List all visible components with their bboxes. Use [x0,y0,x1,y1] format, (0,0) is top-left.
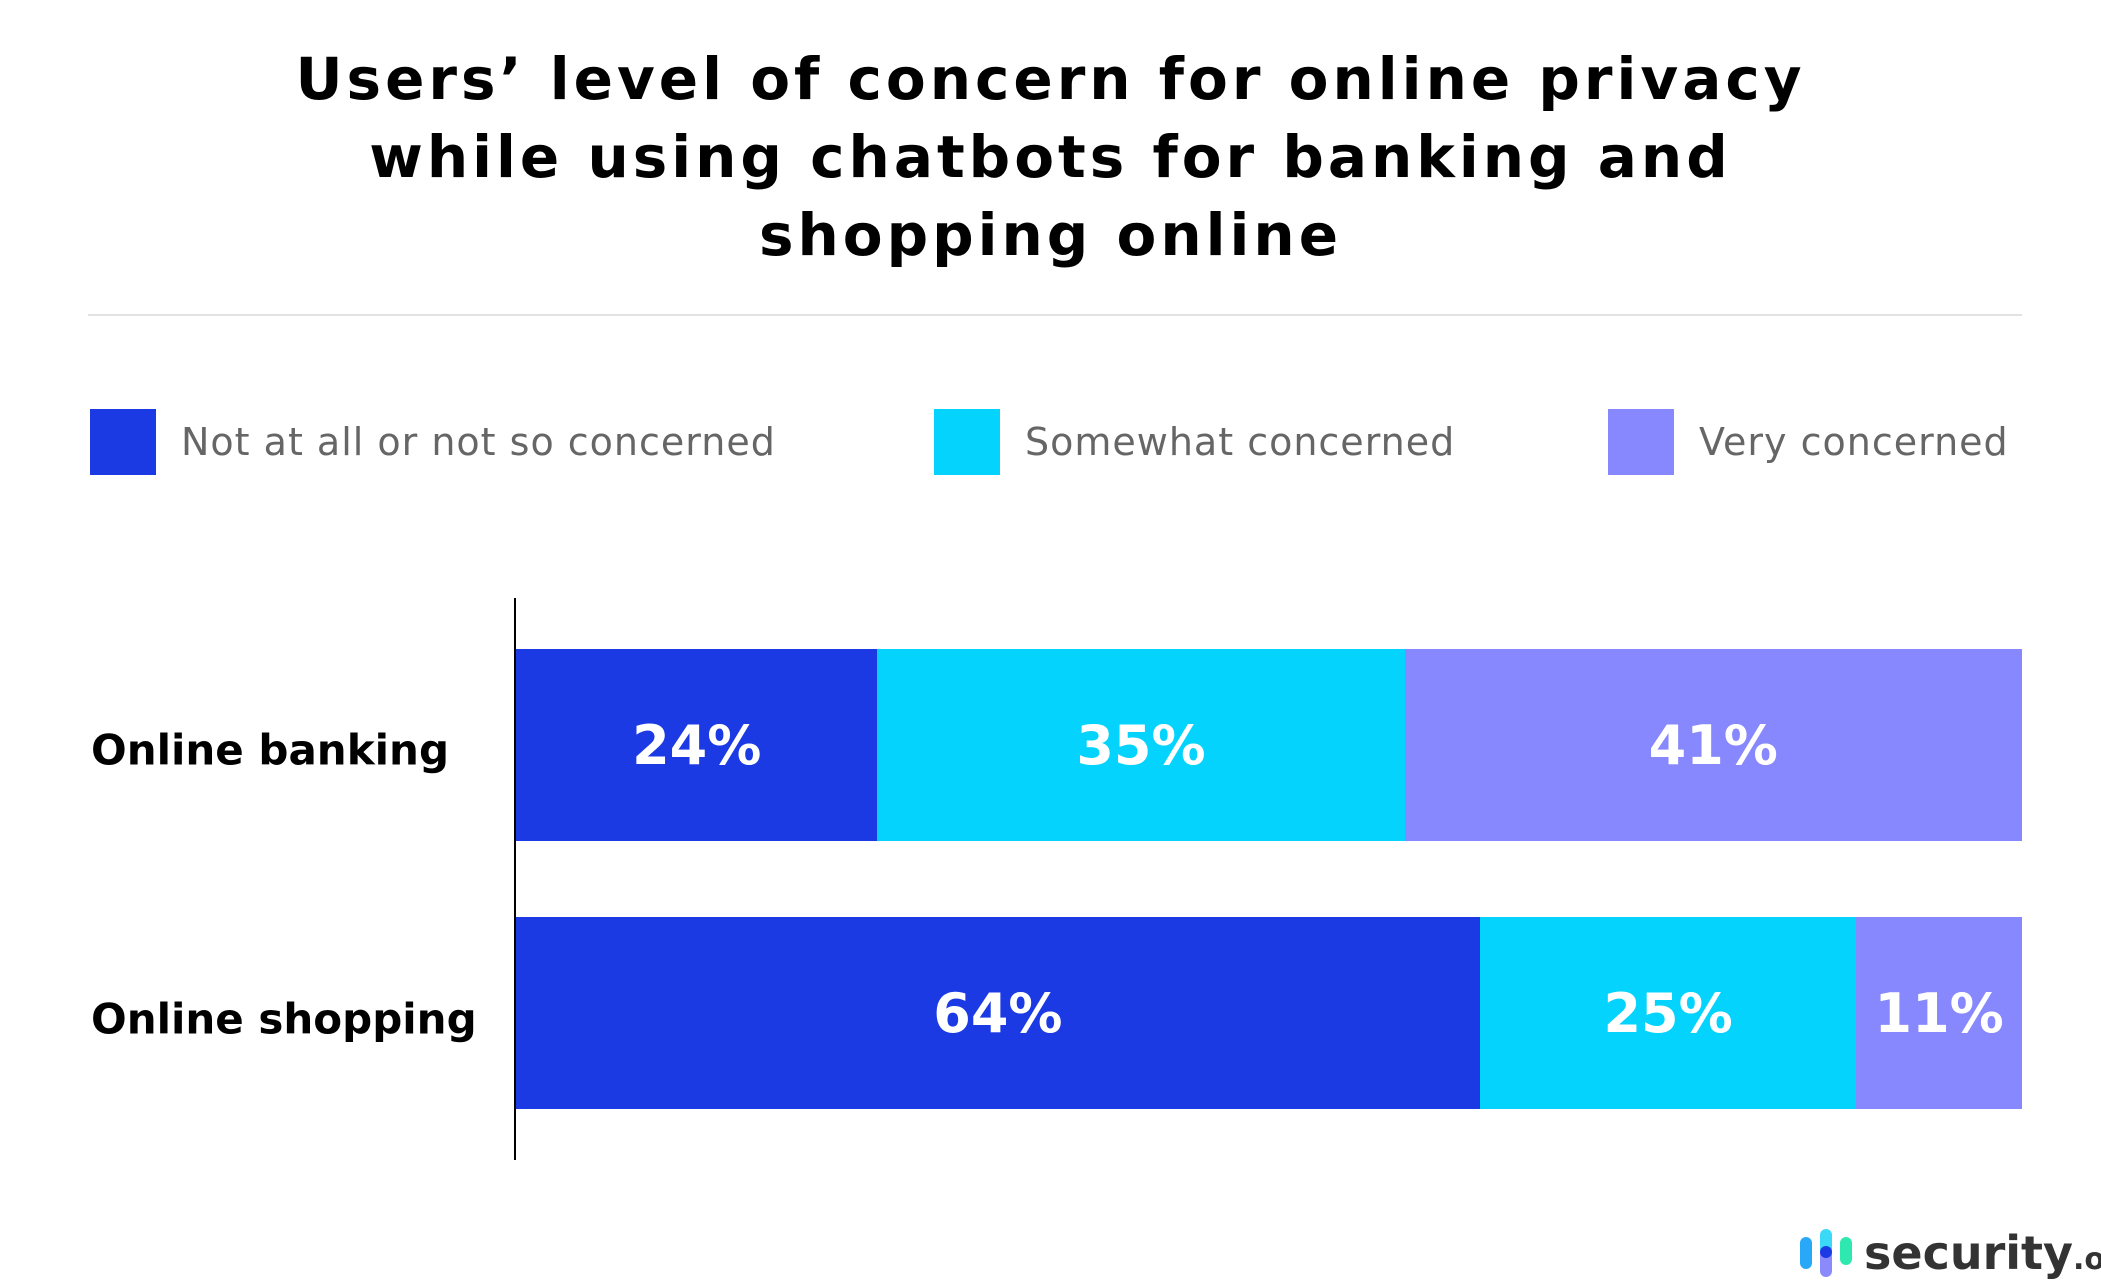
data-label: 25% [1603,981,1733,1045]
y-axis-line [514,598,516,1160]
legend-swatch [90,409,156,475]
chart-title: Users’ level of concern for online priva… [0,40,2101,274]
data-label: 41% [1648,713,1778,777]
legend-item-not-concerned: Not at all or not so concerned [90,409,776,475]
category-label-online-shopping: Online shopping [91,994,477,1044]
logo-wordmark: security [1864,1226,2074,1280]
data-label: 64% [933,981,1063,1045]
legend-item-somewhat-concerned: Somewhat concerned [934,409,1455,475]
legend-swatch [934,409,1000,475]
legend-item-very-concerned: Very concerned [1608,409,2009,475]
data-label: 24% [632,713,762,777]
bar-segment: 41% [1404,649,2022,841]
bar-segment: 11% [1856,917,2022,1109]
legend-label: Somewhat concerned [1025,420,1456,464]
legend-label: Very concerned [1699,420,2009,464]
title-line: while using chatbots for banking and [369,123,1732,191]
logo-mark-icon [1800,1229,1852,1277]
bar-segment: 35% [877,649,1405,841]
title-line: shopping online [758,201,1343,269]
data-label: 11% [1874,981,2004,1045]
legend-swatch [1608,409,1674,475]
bar-segment: 25% [1479,917,1857,1109]
title-divider [88,314,2022,316]
bar-segment: 64% [516,917,1480,1109]
bar-segment: 24% [516,649,878,841]
data-label: 35% [1076,713,1206,777]
logo-text: security.org [1864,1226,2101,1280]
logo-suffix: .org [2073,1242,2101,1277]
legend-label: Not at all or not so concerned [181,420,776,464]
title-line: Users’ level of concern for online priva… [295,45,1806,113]
security-org-logo: security.org [1798,1226,2101,1280]
category-label-online-banking: Online banking [91,725,450,775]
